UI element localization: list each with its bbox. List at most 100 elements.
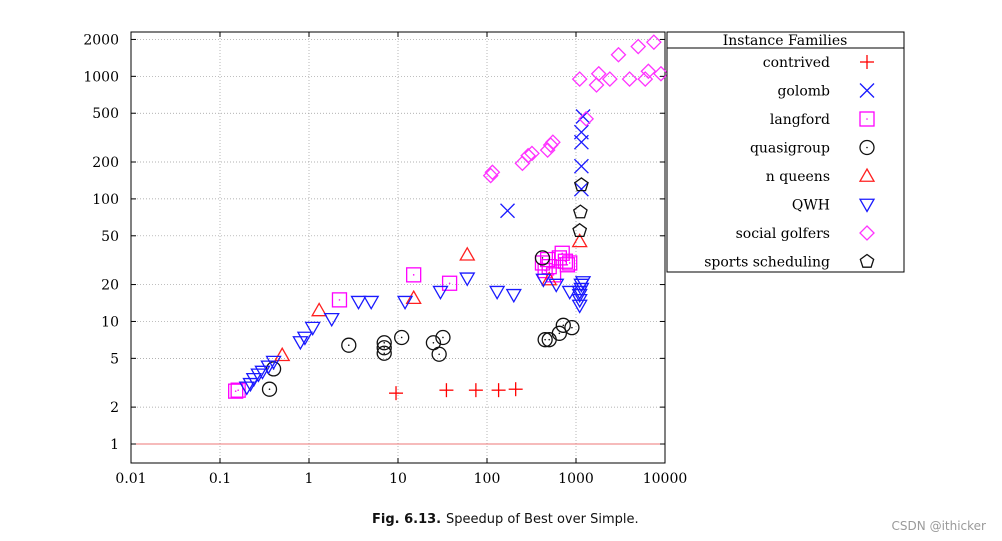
data-point	[561, 285, 578, 300]
data-point	[630, 38, 647, 55]
data-point	[571, 233, 588, 248]
data-point	[500, 203, 515, 219]
data-point	[573, 124, 589, 140]
legend-marker	[859, 225, 875, 241]
data-point	[260, 360, 277, 375]
x-tick-label: 10	[389, 471, 407, 487]
data-point	[439, 383, 454, 398]
data-point	[508, 382, 523, 397]
data-point	[363, 295, 380, 310]
legend-entry: quasigroup	[750, 139, 875, 157]
data-point	[311, 302, 328, 317]
data-point	[653, 65, 669, 82]
data-point	[572, 222, 588, 238]
data-point	[459, 246, 476, 261]
data-point	[376, 345, 392, 361]
y-tick-label: 1	[110, 437, 119, 453]
legend-label: social golfers	[736, 226, 830, 242]
data-point	[578, 110, 595, 127]
legend-marker	[859, 253, 875, 268]
data-point	[505, 288, 522, 304]
legend-entry: sports scheduling	[704, 253, 875, 271]
caption-text: Speedup of Best over Simple.	[446, 512, 639, 527]
data-point	[537, 262, 553, 279]
watermark: CSDN @ithicker	[892, 519, 987, 533]
axis-ticks: 0.01 0.1 1 10 100 1000 10000 1 2 5 10 20 50 100 200 500…	[83, 32, 687, 487]
legend-label: quasigroup	[750, 141, 830, 157]
y-tick-label: 1000	[83, 69, 119, 85]
series-social-golfers	[482, 34, 669, 184]
data-point	[564, 320, 580, 336]
legend-entry: langford	[770, 111, 875, 128]
data-point	[588, 77, 605, 93]
legend-label: langford	[770, 112, 830, 128]
data-point	[489, 285, 506, 300]
legend-label: n queens	[766, 169, 830, 185]
data-point	[514, 155, 531, 172]
data-point	[557, 253, 574, 269]
data-point	[524, 145, 540, 162]
data-point	[573, 158, 589, 174]
legend-entries: contrived golomb langford quasigroup n queen…	[704, 55, 876, 271]
data-point	[520, 147, 537, 164]
legend-entry: golomb	[777, 83, 875, 100]
data-point	[610, 46, 627, 63]
grid-lines	[131, 32, 665, 463]
data-point	[548, 278, 565, 293]
data-point	[573, 177, 589, 192]
data-points	[228, 34, 669, 401]
data-point	[238, 381, 255, 396]
legend-marker	[859, 83, 875, 98]
data-point	[551, 325, 567, 341]
data-point	[491, 383, 506, 398]
legend-label: sports scheduling	[704, 255, 830, 271]
legend-marker	[859, 111, 875, 127]
data-point	[573, 282, 590, 298]
data-point	[341, 337, 357, 353]
data-point	[389, 386, 404, 401]
data-point	[376, 335, 392, 351]
series-n-queens	[274, 233, 588, 362]
y-tick-label: 10	[101, 314, 119, 330]
legend-marker	[858, 167, 876, 182]
data-point	[250, 368, 267, 383]
series-golomb	[500, 109, 591, 219]
data-point	[304, 321, 321, 336]
data-point	[441, 275, 458, 291]
data-point	[323, 312, 340, 328]
data-point	[571, 299, 588, 314]
legend-entry: QWH	[792, 198, 876, 214]
data-point	[254, 365, 271, 380]
data-point	[590, 65, 607, 82]
legend: Instance Families contrived golomb langfor…	[666, 31, 905, 273]
data-point	[261, 381, 278, 397]
data-point	[571, 71, 588, 87]
data-point	[468, 383, 483, 398]
data-point	[265, 355, 282, 370]
x-tick-label: 1	[305, 471, 314, 487]
x-tick-label: 1000	[558, 471, 594, 487]
data-point	[571, 293, 588, 309]
figure-caption: Fig. 6.13. Speedup of Best over Simple.	[372, 512, 639, 527]
y-tick-label: 500	[92, 106, 119, 122]
data-point	[537, 332, 553, 348]
data-point	[621, 71, 638, 87]
series-langford	[228, 245, 578, 399]
legend-marker	[858, 198, 876, 213]
series-QWH	[238, 272, 592, 396]
data-point	[645, 34, 662, 51]
data-point	[230, 382, 246, 398]
data-point	[601, 71, 618, 87]
y-tick-label: 200	[92, 155, 119, 171]
y-tick-label: 20	[101, 278, 119, 294]
legend-label: golomb	[777, 84, 830, 100]
data-point	[274, 346, 291, 362]
data-point	[637, 71, 654, 87]
series-quasigroup	[261, 250, 580, 397]
x-tick-label: 100	[474, 471, 501, 487]
data-point	[406, 267, 422, 283]
legend-marker	[859, 139, 875, 156]
x-tick-label: 0.01	[115, 471, 146, 487]
legend-entry: social golfers	[736, 225, 875, 242]
